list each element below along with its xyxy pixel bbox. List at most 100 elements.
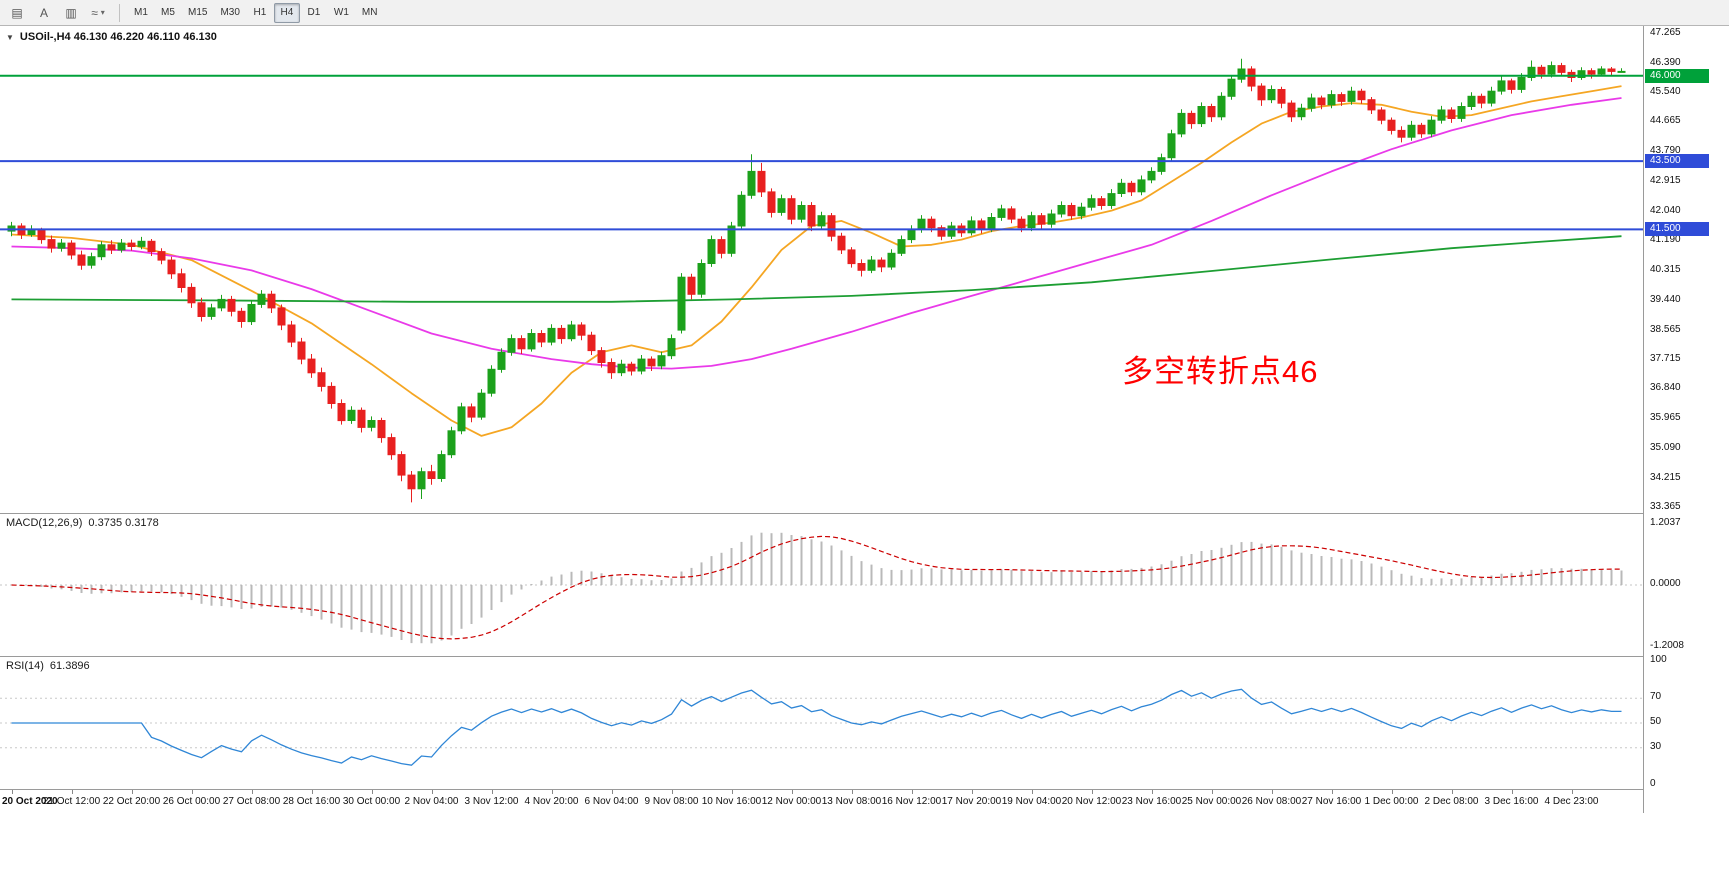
time-axis-label: 26 Oct 00:00 (162, 796, 221, 807)
time-tick (71, 790, 73, 794)
macd-plot (0, 532, 1643, 644)
candle (1097, 198, 1106, 206)
candle (407, 474, 416, 490)
chart-annotation-text[interactable]: 多空转折点46 (1122, 354, 1319, 389)
grid-tile-icon[interactable]: ▤ (11, 5, 23, 20)
candle (127, 242, 136, 248)
candle (937, 227, 946, 237)
rsi-axis-label: 0 (1650, 778, 1656, 789)
time-axis-label: 6 Nov 04:00 (584, 796, 639, 807)
timeframe-button-m1[interactable]: M1 (134, 7, 148, 18)
price-plot (0, 58, 1643, 503)
candle (1437, 109, 1446, 121)
candle (847, 249, 856, 265)
time-axis-label: 10 Nov 16:00 (701, 796, 762, 807)
candle (797, 205, 806, 220)
one-click-trading-arrow[interactable]: ▼ (6, 32, 14, 42)
candle (1027, 215, 1036, 229)
candle (527, 333, 536, 350)
candle (1257, 85, 1266, 101)
time-axis-label: 23 Nov 16:00 (1121, 796, 1182, 807)
candle (297, 341, 306, 360)
price-tick-label: 42.040 (1650, 204, 1681, 216)
price-axis[interactable]: 47.265 46.390 45.540 44.665 43.790 42.915 42.0… (1643, 26, 1729, 813)
rsi-panel[interactable]: RSI(14) 61.3896 (0, 656, 1643, 789)
time-tick (131, 790, 133, 794)
candle (1367, 99, 1376, 111)
timeframe-button-mn[interactable]: MN (361, 7, 378, 18)
candle (1467, 95, 1476, 108)
candle (1397, 129, 1406, 138)
candle (1387, 119, 1396, 131)
candle (1537, 66, 1546, 75)
timeframe-button-m15[interactable]: M15 (188, 7, 208, 18)
price-tick-label: 37.715 (1650, 352, 1681, 364)
time-tick (731, 790, 733, 794)
candle (1147, 170, 1156, 181)
text-tool-icon[interactable]: A (39, 5, 48, 20)
rsi-label: RSI(14) 61.3896 (6, 660, 90, 672)
timeframe-button-h4[interactable]: H4 (273, 2, 300, 23)
time-axis-label: 30 Oct 00:00 (342, 796, 401, 807)
candle (787, 198, 796, 220)
price-tick-label: 39.440 (1650, 293, 1681, 305)
timeframe-button-m5[interactable]: M5 (161, 7, 175, 18)
candle (857, 263, 866, 271)
candle (1347, 90, 1356, 102)
time-tick (1571, 790, 1573, 794)
candle (667, 338, 676, 357)
time-axis-label: 25 Nov 00:00 (1181, 796, 1242, 807)
candle (107, 244, 116, 251)
candle (207, 307, 216, 317)
candle (1047, 213, 1056, 225)
macd-axis-label: 0.0000 (1650, 578, 1681, 589)
time-axis: 20 Oct 2020 21 Oct 12:00 22 Oct 20:00 26 Oc… (0, 789, 1643, 813)
candle (1527, 66, 1536, 78)
candle (1107, 193, 1116, 207)
candle (1087, 198, 1096, 208)
time-axis-label: 21 Oct 12:00 (42, 796, 101, 807)
candle (1237, 68, 1246, 80)
candle (1417, 124, 1426, 135)
candle (587, 334, 596, 352)
candle (1447, 109, 1456, 119)
chart-title-bar: ▼ USOil-,H4 46.130 46.220 46.110 46.130 (6, 31, 217, 43)
time-axis-label: 22 Oct 20:00 (102, 796, 161, 807)
price-line-badge: 46.000 (1645, 68, 1709, 83)
candle (1457, 106, 1466, 119)
candle (837, 235, 846, 251)
price-line-badge: 41.500 (1645, 222, 1709, 237)
timeframe-button-d1[interactable]: D1 (307, 7, 321, 18)
price-chart-panel[interactable]: ▼ USOil-,H4 46.130 46.220 46.110 46.130 … (0, 26, 1643, 513)
candle (317, 372, 326, 387)
candle (727, 225, 736, 254)
timeframe-button-w1[interactable]: W1 (333, 7, 349, 18)
macd-panel[interactable]: MACD(12,26,9) 0.3735 0.3178 (0, 513, 1643, 656)
timeframe-button-group: M1 M5 M15 M30 H1 H4 D1 W1 MN (128, 2, 383, 23)
time-axis-label: 2 Dec 08:00 (1424, 796, 1479, 807)
time-tick (1451, 790, 1453, 794)
time-tick (191, 790, 193, 794)
candle (537, 333, 546, 343)
timeframe-button-h1[interactable]: H1 (253, 7, 267, 18)
candle (347, 409, 356, 421)
chart-window-icon[interactable]: ▥ (65, 5, 77, 20)
candle (497, 351, 506, 370)
timeframe-button-m30[interactable]: M30 (220, 7, 240, 18)
candle (227, 298, 236, 312)
time-axis-label: 4 Dec 23:00 (1544, 796, 1599, 807)
candle (1057, 205, 1066, 215)
candle (627, 363, 636, 372)
candle (647, 358, 656, 367)
candle (1267, 89, 1276, 101)
candle (1247, 68, 1256, 87)
candle (1547, 65, 1556, 75)
time-tick (311, 790, 313, 794)
candle (1597, 68, 1606, 75)
candle (487, 368, 496, 394)
price-tick-label: 47.265 (1650, 26, 1681, 38)
time-tick (371, 790, 373, 794)
indicators-icon[interactable]: ≈ ▾ (91, 5, 105, 20)
candle (177, 273, 186, 289)
ma-mid-magenta-line (11, 97, 1622, 370)
